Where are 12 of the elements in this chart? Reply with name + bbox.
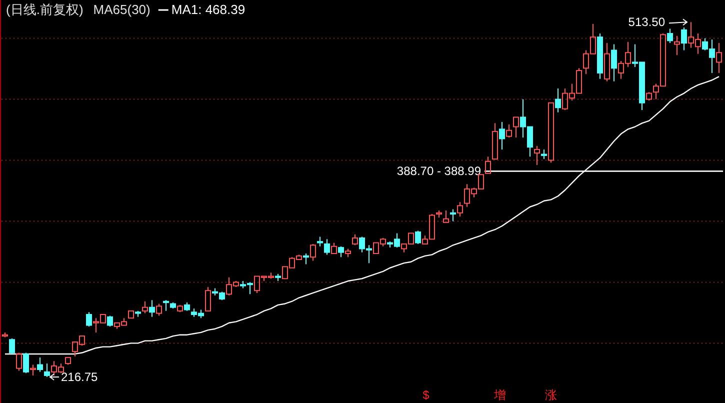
band-label: 388.70 - 388.99 [396,164,482,178]
annotation: 513.50 [628,15,666,30]
annotation: 涨 [545,388,557,402]
band: 388.70 - 388.99 [396,164,723,178]
legend-item: MA1: 468.39 [158,2,246,17]
annotation: MA65(30) [93,2,150,17]
annotation: 216.75 [61,370,98,384]
annotation: 增 [493,388,506,402]
arrow-note: 216.75 [49,370,98,384]
annotation: $ [422,388,430,402]
chart-title: (日线.前复权) [6,2,84,17]
arrow-note: 513.50 [628,15,688,30]
